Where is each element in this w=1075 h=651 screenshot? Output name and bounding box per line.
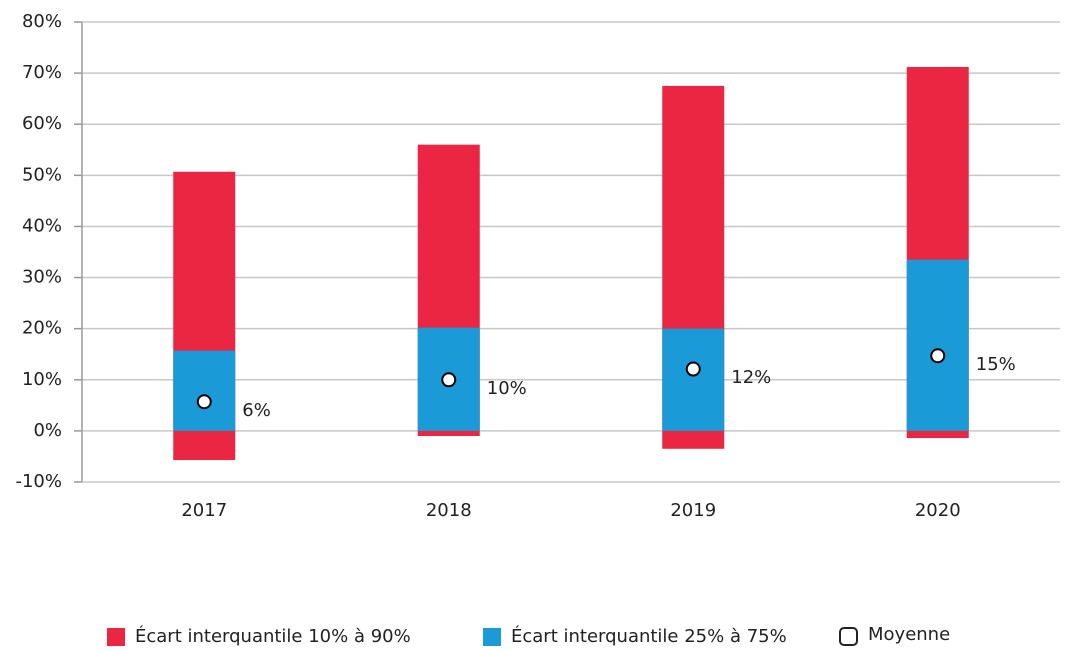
- y-tick-label: 50%: [22, 164, 62, 185]
- mean-marker: [685, 361, 701, 377]
- mean-marker: [441, 372, 457, 388]
- mean-marker: [196, 394, 212, 410]
- data-label: 10%: [487, 378, 527, 399]
- y-tick-label: 40%: [22, 215, 62, 236]
- x-tick-label: 2019: [670, 500, 716, 521]
- range-bar: [906, 259, 969, 431]
- y-tick-label: 60%: [22, 113, 62, 134]
- legend-swatch: [483, 628, 501, 646]
- legend-label: Écart interquantile 25% à 75%: [511, 625, 787, 647]
- y-tick-label: 80%: [22, 11, 62, 32]
- x-tick-label: 2018: [426, 500, 472, 521]
- legend-label: Moyenne: [868, 624, 950, 645]
- y-tick-label: 0%: [33, 420, 62, 441]
- x-tick-label: 2020: [915, 500, 961, 521]
- mean-marker: [930, 348, 946, 364]
- y-tick-label: 10%: [22, 369, 62, 390]
- x-tick-label: 2017: [181, 500, 227, 521]
- data-label: 15%: [976, 354, 1016, 375]
- data-label: 12%: [731, 367, 771, 388]
- legend-label: Écart interquantile 10% à 90%: [135, 625, 411, 647]
- legend-swatch: [107, 628, 125, 646]
- data-label: 6%: [242, 400, 271, 421]
- y-tick-label: 30%: [22, 267, 62, 288]
- y-tick-label: -10%: [15, 471, 62, 492]
- y-tick-label: 70%: [22, 62, 62, 83]
- range-bar: [173, 350, 236, 431]
- y-tick-label: 20%: [22, 318, 62, 339]
- range-bar: [662, 328, 725, 431]
- legend-swatch: [839, 627, 858, 646]
